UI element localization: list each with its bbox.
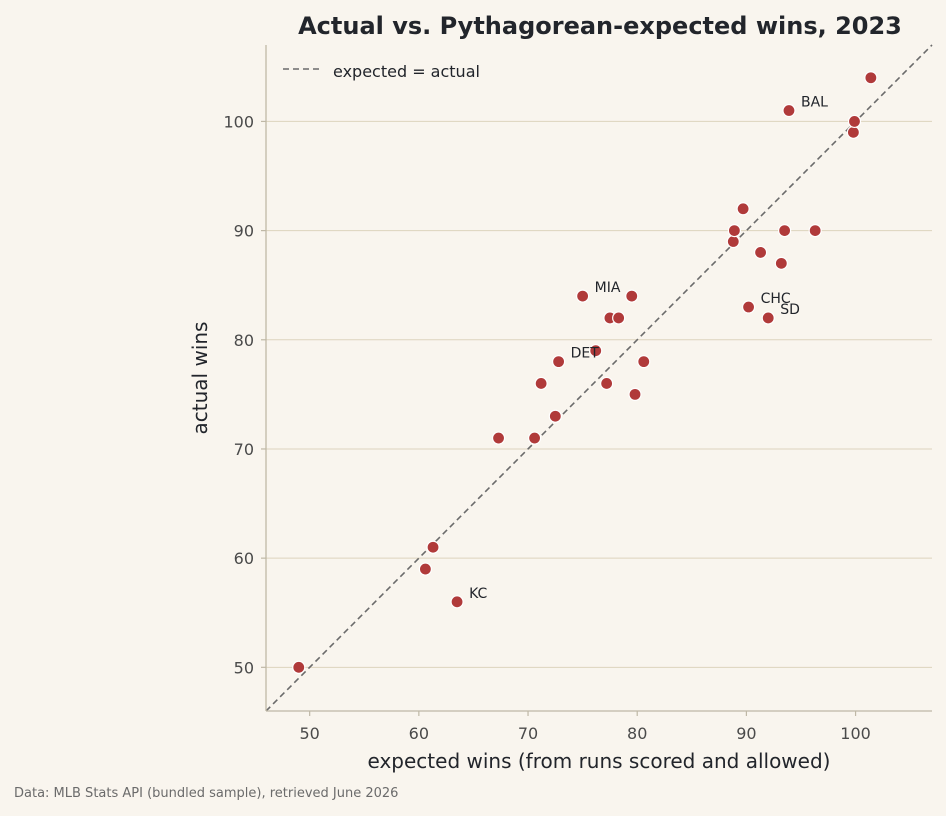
data-point (778, 224, 792, 238)
data-point (761, 311, 775, 325)
x-tick-label: 80 (627, 724, 647, 743)
data-point (612, 311, 626, 325)
data-points (292, 71, 878, 674)
data-point (491, 431, 506, 445)
data-point (637, 355, 651, 369)
data-point (534, 376, 548, 391)
data-point (846, 125, 860, 139)
data-point (625, 289, 639, 303)
data-point (741, 300, 756, 314)
annotation-label: DET (571, 346, 600, 362)
legend: expected = actual (283, 62, 480, 81)
data-point (727, 224, 741, 238)
x-tick-label: 100 (840, 724, 871, 743)
data-point (527, 431, 542, 445)
data-point (628, 387, 642, 401)
gridlines (266, 120, 932, 668)
data-point (774, 256, 788, 270)
data-point (782, 103, 796, 118)
legend-label: expected = actual (333, 62, 480, 81)
y-tick-label: 90 (234, 222, 254, 241)
y-axis-label: actual wins (188, 322, 212, 435)
x-axis-ticks: 50 60 70 80 90 100 (299, 711, 871, 743)
data-point (736, 202, 750, 216)
data-point (418, 562, 433, 576)
data-point (450, 595, 464, 609)
y-axis-ticks: 50 60 70 80 90 100 (223, 112, 266, 677)
y-tick-label: 60 (234, 549, 254, 568)
y-tick-label: 50 (234, 658, 254, 677)
data-point (847, 114, 862, 129)
data-point (808, 224, 822, 238)
data-point (576, 289, 590, 303)
y-tick-label: 70 (234, 440, 254, 459)
x-tick-label: 90 (736, 724, 756, 743)
annotation-label: KC (469, 586, 487, 602)
axes (265, 45, 932, 712)
data-point (552, 355, 566, 369)
data-point (864, 71, 878, 85)
data-point (548, 409, 562, 423)
x-tick-label: 70 (518, 724, 538, 743)
y-tick-label: 80 (234, 331, 254, 350)
annotation-label: SD (780, 302, 800, 318)
data-point (426, 540, 440, 554)
x-axis-label: expected wins (from runs scored and allo… (368, 749, 831, 773)
data-point (726, 234, 740, 249)
data-point (600, 376, 614, 391)
reference-line (265, 44, 933, 712)
x-tick-label: 50 (299, 724, 319, 743)
annotation-label: MIA (595, 280, 621, 296)
chart-title: Actual vs. Pythagorean-expected wins, 20… (298, 12, 902, 40)
data-point (753, 245, 768, 260)
data-point (589, 344, 603, 358)
x-tick-label: 60 (409, 724, 429, 743)
annotation-label: BAL (801, 95, 828, 111)
source-note: Data: MLB Stats API (bundled sample), re… (14, 786, 399, 801)
annotation-label: CHC (761, 291, 791, 307)
data-point (292, 660, 306, 674)
reference-line-group (265, 44, 933, 712)
y-tick-label: 100 (223, 112, 254, 131)
